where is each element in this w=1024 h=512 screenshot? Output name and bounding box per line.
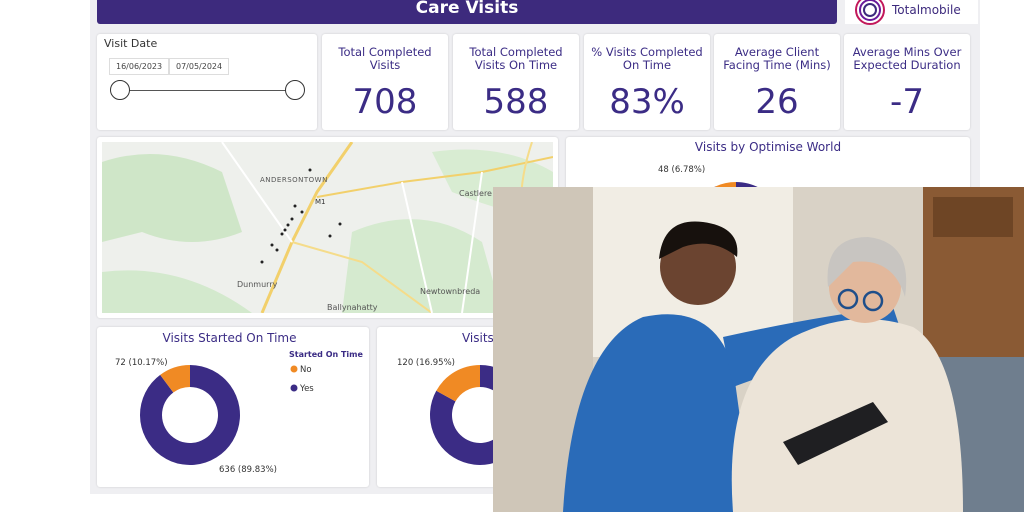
ring xyxy=(855,0,885,25)
legend-title: Started On Time xyxy=(289,350,364,359)
chart-title: Visits Started On Time xyxy=(162,331,297,345)
nurse-body xyxy=(563,314,753,512)
header-bar: Care Visits xyxy=(97,0,837,24)
visit-point xyxy=(837,288,859,310)
place-label: Ballynahatty xyxy=(327,303,378,312)
park xyxy=(102,154,242,242)
kpi-label: Total Completed Visits xyxy=(338,45,432,72)
donut-segment[interactable] xyxy=(160,365,190,393)
place-label: Castlere xyxy=(459,189,492,198)
slider-handle[interactable] xyxy=(110,80,130,100)
shelf xyxy=(933,197,1013,237)
kpi-card: % Visits Completed On Time 83% xyxy=(584,34,710,130)
road-label: M1 xyxy=(315,198,326,206)
filter-label: Visit Date xyxy=(104,37,158,50)
legend-label: No xyxy=(300,365,312,375)
donut-segment[interactable] xyxy=(436,365,480,402)
data-label: 120 (16.95%) xyxy=(397,358,455,368)
legend-swatch xyxy=(290,365,298,373)
visit-point xyxy=(260,260,264,264)
patient-hair xyxy=(827,237,907,297)
ring xyxy=(859,0,881,21)
kpi-label: % Visits Completed On Time xyxy=(591,45,703,72)
kpi-value: 708 xyxy=(352,82,418,122)
kpi-value: 26 xyxy=(755,82,799,122)
date-filter: Visit Date 16/06/2023 07/05/2024 xyxy=(97,34,317,130)
visit-point xyxy=(293,204,297,208)
title: Care Visits xyxy=(415,0,519,18)
donut-segment[interactable] xyxy=(140,365,240,465)
glasses xyxy=(837,288,884,312)
visit-point xyxy=(290,217,294,221)
visit-point xyxy=(300,210,304,214)
road xyxy=(221,142,483,313)
kpi-value: -7 xyxy=(890,82,924,122)
visit-point xyxy=(338,222,342,226)
visit-point xyxy=(328,234,332,238)
kpi-label: Average Mins Over Expected Duration xyxy=(852,45,962,72)
visit-point xyxy=(308,168,312,172)
kpi-card: Average Mins Over Expected Duration -7 xyxy=(844,34,970,130)
visit-point xyxy=(275,248,279,252)
kpi-value: 588 xyxy=(483,82,549,122)
chart-title: Visits by Optimise World xyxy=(694,140,842,154)
slider-track xyxy=(120,90,295,91)
kpi-value: 83% xyxy=(609,82,685,122)
visit-point xyxy=(270,243,274,247)
data-label: 72 (10.17%) xyxy=(115,358,168,368)
visit-point xyxy=(862,290,884,312)
logo-text: Totalmobile xyxy=(892,3,961,17)
road xyxy=(291,241,433,313)
nurse-hair xyxy=(659,221,738,259)
legend-label: Yes xyxy=(299,384,314,394)
visit-point xyxy=(286,223,290,227)
kpi-label: Total Completed Visits On Time xyxy=(469,45,563,72)
ring xyxy=(863,3,877,17)
legend-swatch xyxy=(290,384,298,392)
data-label: 48 (6.78%) xyxy=(658,165,705,175)
end-date[interactable]: 07/05/2024 xyxy=(169,58,230,75)
place-label: Dunmurry xyxy=(237,280,278,289)
patient-head xyxy=(829,251,901,323)
visit-points xyxy=(260,168,342,264)
slider-handle[interactable] xyxy=(285,80,305,100)
kpi-card: Total Completed Visits 708 xyxy=(322,34,448,130)
visit-point xyxy=(280,232,284,236)
road xyxy=(316,156,553,198)
logo-icon xyxy=(855,0,885,25)
photo xyxy=(493,187,1024,512)
kpi-card: Total Completed Visits On Time 588 xyxy=(453,34,579,130)
logo-box: Totalmobile xyxy=(845,0,978,25)
map: ANDERSONTOWN Castlere Dunmurry Newtownbr… xyxy=(102,142,553,313)
park xyxy=(102,270,252,313)
donut-chart: 72 (10.17%) 636 (89.83%) Started On Time… xyxy=(115,350,364,475)
place-label: Newtownbreda xyxy=(420,287,480,296)
place-label: ANDERSONTOWN xyxy=(260,176,328,184)
start-date[interactable]: 16/06/2023 xyxy=(109,58,170,75)
visit-point xyxy=(283,228,287,232)
kpi-label: Average Client Facing Time (Mins) xyxy=(723,45,831,72)
data-label: 636 (89.83%) xyxy=(219,465,277,475)
kpi-card: Average Client Facing Time (Mins) 26 xyxy=(714,34,840,130)
road xyxy=(260,142,354,313)
map-card: ANDERSONTOWN Castlere Dunmurry Newtownbr… xyxy=(97,137,558,318)
tablet xyxy=(783,402,888,465)
chart-card: Visits Started On Time 72 (10.17%) 636 (… xyxy=(97,327,369,487)
